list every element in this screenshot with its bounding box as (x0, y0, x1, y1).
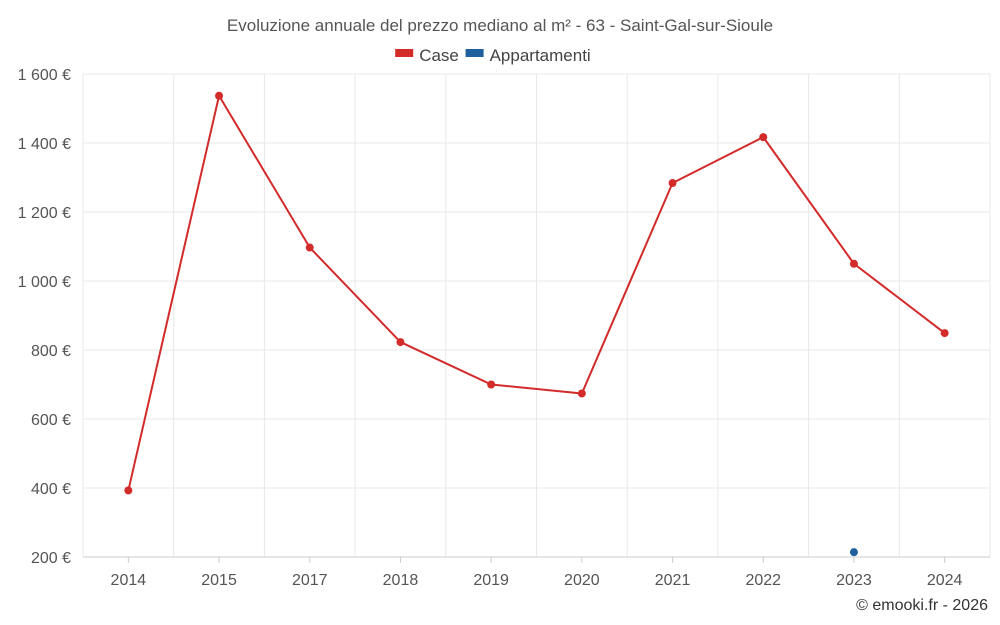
x-tick-label: 2018 (383, 572, 419, 589)
x-tick-label: 2021 (655, 572, 691, 589)
data-point-case (668, 179, 677, 188)
credit-text: © emooki.fr - 2026 (856, 597, 988, 614)
y-tick-label: 1 600 € (18, 67, 71, 84)
grid (82, 73, 991, 558)
data-point-case (487, 380, 496, 389)
y-tick-label: 200 € (31, 550, 71, 567)
x-tick-label: 2020 (564, 572, 600, 589)
data-point-case (849, 259, 858, 268)
data-point-case (215, 91, 224, 100)
x-tick-label: 2024 (927, 572, 963, 589)
y-tick-label: 400 € (31, 481, 71, 498)
legend-label-case: Case (419, 46, 459, 65)
x-axis: 2014 2015 2017 2018 2019 2020 2021 2022 2023 2024 (83, 556, 990, 589)
y-tick-label: 1 400 € (18, 136, 71, 153)
x-tick-label: 2015 (201, 572, 237, 589)
x-tick-label: 2022 (745, 572, 781, 589)
data-point-appartamenti (849, 548, 858, 557)
legend: Case Appartamenti (395, 46, 591, 65)
chart-title: Evoluzione annuale del prezzo mediano al… (227, 16, 773, 35)
data-point-case (577, 389, 586, 398)
series-line-case (127, 94, 946, 491)
y-tick-label: 1 200 € (18, 205, 71, 222)
data-point-case (759, 133, 768, 142)
x-tick-label: 2017 (292, 572, 328, 589)
data-point-case (396, 338, 405, 347)
data-point-case (940, 329, 949, 338)
y-tick-label: 800 € (31, 343, 71, 360)
legend-swatch-appartamenti (465, 49, 484, 57)
data-point-case (305, 243, 314, 252)
x-tick-label: 2014 (111, 572, 147, 589)
y-tick-label: 1 000 € (18, 274, 71, 291)
y-tick-label: 600 € (31, 412, 71, 429)
series-layer (124, 91, 949, 557)
legend-label-appartamenti: Appartamenti (490, 46, 591, 65)
data-point-case (124, 486, 133, 495)
x-tick-label: 2023 (836, 572, 872, 589)
x-tick-label: 2019 (473, 572, 509, 589)
y-axis: 200 € 400 € 600 € 800 € 1 000 € 1 200 € 1 400 … (18, 67, 71, 567)
legend-swatch-case (395, 49, 414, 57)
